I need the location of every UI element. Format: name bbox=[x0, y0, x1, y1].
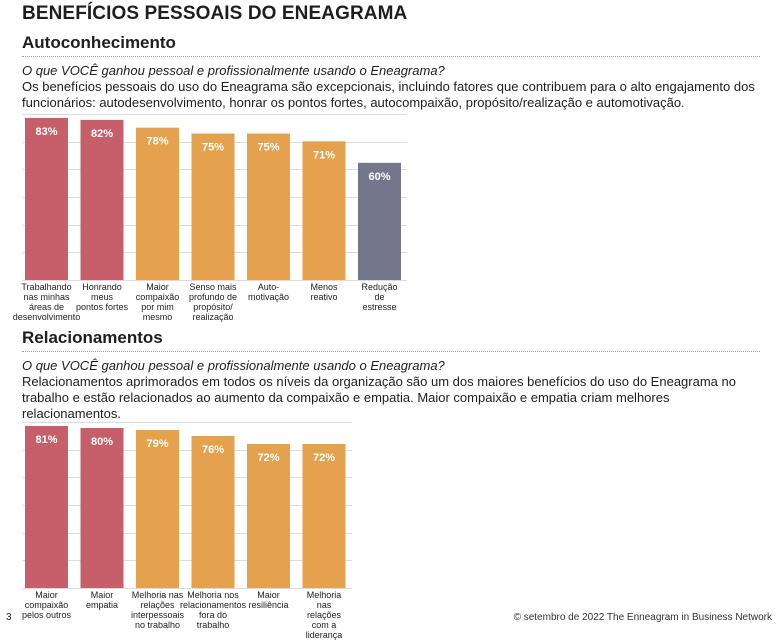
bar bbox=[191, 133, 235, 280]
footer-credit: © setembro de 2022 The Enneagram in Busi… bbox=[513, 612, 772, 623]
chart-plot: 83% 82% 78% 75% 75% 71% 60% bbox=[22, 114, 407, 281]
category-label-line: propósito/ bbox=[193, 302, 233, 312]
category-label-line: Redução bbox=[361, 282, 398, 292]
section-heading-autoconhecimento: Autoconhecimento bbox=[22, 33, 176, 52]
category-label-line: motivação bbox=[247, 292, 290, 302]
bar bbox=[302, 141, 346, 280]
data-label: 72% bbox=[313, 452, 335, 464]
category-label: Maior compaixão por mim mesmo bbox=[136, 282, 180, 322]
category-label-line: relacionamentos bbox=[179, 600, 247, 610]
category-label-line: Menos bbox=[310, 282, 338, 292]
category-label-line: Trabalhando bbox=[21, 282, 72, 292]
data-label: 83% bbox=[35, 126, 57, 138]
bar bbox=[302, 444, 346, 588]
category-label-line: Maior bbox=[146, 282, 169, 292]
data-label: 79% bbox=[146, 438, 168, 450]
category-label: Melhoria nos relacionamentos fora do trabal… bbox=[180, 590, 246, 630]
category-label: Senso mais profundo de propósito/realizaçã… bbox=[189, 282, 237, 322]
section-divider bbox=[22, 351, 760, 352]
bar bbox=[191, 436, 235, 588]
section-description: Relacionamentos aprimorados em todos os … bbox=[22, 374, 736, 421]
data-label: 78% bbox=[146, 136, 168, 148]
category-label-line: por mim bbox=[141, 302, 174, 312]
category-label-line: empatia bbox=[85, 600, 119, 610]
category-label: Auto-motivação bbox=[248, 282, 289, 302]
section-question: O que VOCÊ ganhou pessoal e profissional… bbox=[22, 63, 445, 78]
data-label: 71% bbox=[313, 149, 335, 161]
category-label-line: Melhoria bbox=[306, 590, 342, 600]
section-heading-relacionamentos: Relacionamentos bbox=[22, 328, 163, 347]
category-label-line: no trabalho bbox=[134, 620, 181, 630]
category-label-line: relações bbox=[140, 600, 175, 610]
category-label: Honrando meus pontos fortes bbox=[76, 282, 128, 312]
category-label-line: pelos outros bbox=[21, 610, 72, 620]
data-label: 80% bbox=[91, 436, 113, 448]
page-title: BENEFÍCIOS PESSOAIS DO ENEAGRAMA bbox=[22, 3, 408, 24]
chart-plot: 81% 80% 79% 76% 72% 72% bbox=[22, 422, 352, 589]
category-label-line: com a liderança bbox=[305, 620, 343, 640]
chart-autoconhecimento: 83% 82% 78% 75% 75% 71% 60% Trabalhando nas minh… bbox=[13, 114, 412, 326]
category-label-line: reativo bbox=[310, 292, 338, 302]
category-label-line: resiliência bbox=[248, 600, 289, 610]
bar bbox=[80, 119, 124, 280]
category-label-line: Auto- bbox=[257, 282, 280, 292]
data-label: 72% bbox=[257, 452, 279, 464]
bar bbox=[247, 444, 290, 588]
category-label-line: Maior bbox=[257, 590, 280, 600]
category-label-line: nas minhas bbox=[23, 292, 70, 302]
category-label-line: áreas de bbox=[28, 302, 65, 312]
page-number: 3 bbox=[6, 612, 12, 623]
category-label: Maior compaixão pelos outros bbox=[22, 590, 71, 620]
bar bbox=[136, 430, 179, 588]
chart-relacionamentos: 81% 80% 79% 76% 72% 72% Maior compaixão pelos ou… bbox=[22, 422, 362, 640]
category-label-line: pontos fortes bbox=[75, 302, 129, 312]
category-label-line: meus bbox=[90, 292, 113, 302]
category-label-line: Honrando bbox=[82, 282, 122, 292]
category-label-line: Melhoria nas bbox=[131, 590, 184, 600]
category-label-line: compaixão bbox=[24, 600, 69, 610]
category-label-line: trabalho bbox=[196, 620, 230, 630]
category-label-line: nas relações bbox=[306, 600, 342, 620]
category-label: Menos reativo bbox=[310, 282, 337, 302]
category-label: Redução de estresse bbox=[361, 282, 397, 312]
bar bbox=[358, 162, 401, 280]
data-label: 82% bbox=[91, 128, 113, 140]
data-label: 76% bbox=[202, 444, 224, 456]
bar bbox=[25, 117, 68, 280]
category-label: Maior empatia bbox=[86, 590, 118, 610]
category-label: Maior resiliência bbox=[248, 590, 288, 610]
bar bbox=[80, 428, 124, 588]
category-label-line: mesmo bbox=[142, 312, 173, 322]
category-label-line: Senso mais bbox=[189, 282, 237, 292]
data-label: 75% bbox=[202, 142, 224, 154]
bar bbox=[247, 133, 290, 280]
category-label-line: interpessoais bbox=[130, 610, 185, 620]
category-label: Melhoria nas relações com a liderança bbox=[305, 590, 343, 640]
category-label-line: compaixão bbox=[135, 292, 180, 302]
category-label-line: de estresse bbox=[362, 292, 397, 312]
data-label: 75% bbox=[257, 142, 279, 154]
section-question: O que VOCÊ ganhou pessoal e profissional… bbox=[22, 358, 445, 373]
bar bbox=[25, 426, 68, 588]
category-label-line: Maior bbox=[90, 590, 114, 600]
bar bbox=[136, 127, 179, 280]
category-label-line: profundo de bbox=[188, 292, 238, 302]
category-label: Melhoria nas relações interpessoais no trab… bbox=[131, 590, 184, 630]
category-label-line: fora do bbox=[198, 610, 228, 620]
category-label-line: realização bbox=[192, 312, 234, 322]
section-description: Os benefícios pessoais do uso do Eneagra… bbox=[22, 79, 755, 110]
category-label-line: desenvolvimento bbox=[12, 312, 81, 322]
data-label: 81% bbox=[35, 434, 57, 446]
category-label: Trabalhando nas minhas áreas de desenvolvim… bbox=[13, 282, 81, 322]
category-label-line: Maior bbox=[35, 590, 58, 600]
category-label-line: Melhoria nos bbox=[187, 590, 239, 600]
section-divider bbox=[22, 56, 760, 57]
data-label: 60% bbox=[368, 171, 390, 183]
